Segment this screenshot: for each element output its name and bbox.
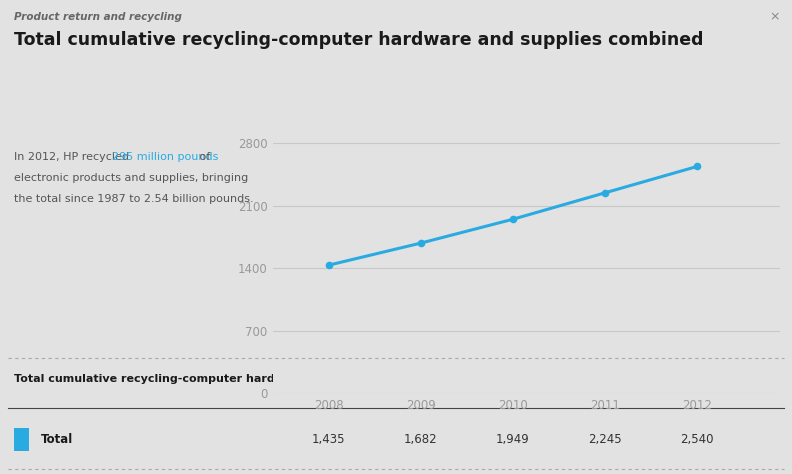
Text: the total since 1987 to 2.54 billion pounds.: the total since 1987 to 2.54 billion pou… [14, 194, 254, 204]
Bar [14, 428, 29, 451]
Text: Product return and recycling: Product return and recycling [14, 12, 182, 22]
Text: 295 million pounds: 295 million pounds [112, 152, 219, 162]
Text: Total cumulative recycling-computer hardware and supplies combined: Total cumulative recycling-computer hard… [14, 31, 704, 49]
Text: Total cumulative recycling-computer hardware and supplies combined: Total cumulative recycling-computer hard… [14, 374, 453, 384]
Text: electronic products and supplies, bringing: electronic products and supplies, bringi… [14, 173, 249, 183]
Text: 1,682: 1,682 [404, 433, 437, 447]
Text: 1,949: 1,949 [496, 433, 530, 447]
Text: [million pounds]: [million pounds] [371, 374, 465, 384]
Text: 1,435: 1,435 [312, 433, 345, 447]
Text: In 2012, HP recycled: In 2012, HP recycled [14, 152, 133, 162]
Text: 2,245: 2,245 [588, 433, 622, 447]
Text: Total: Total [41, 433, 74, 447]
Text: ×: × [769, 10, 779, 23]
Text: 2,540: 2,540 [680, 433, 714, 447]
Text: of: of [196, 152, 210, 162]
